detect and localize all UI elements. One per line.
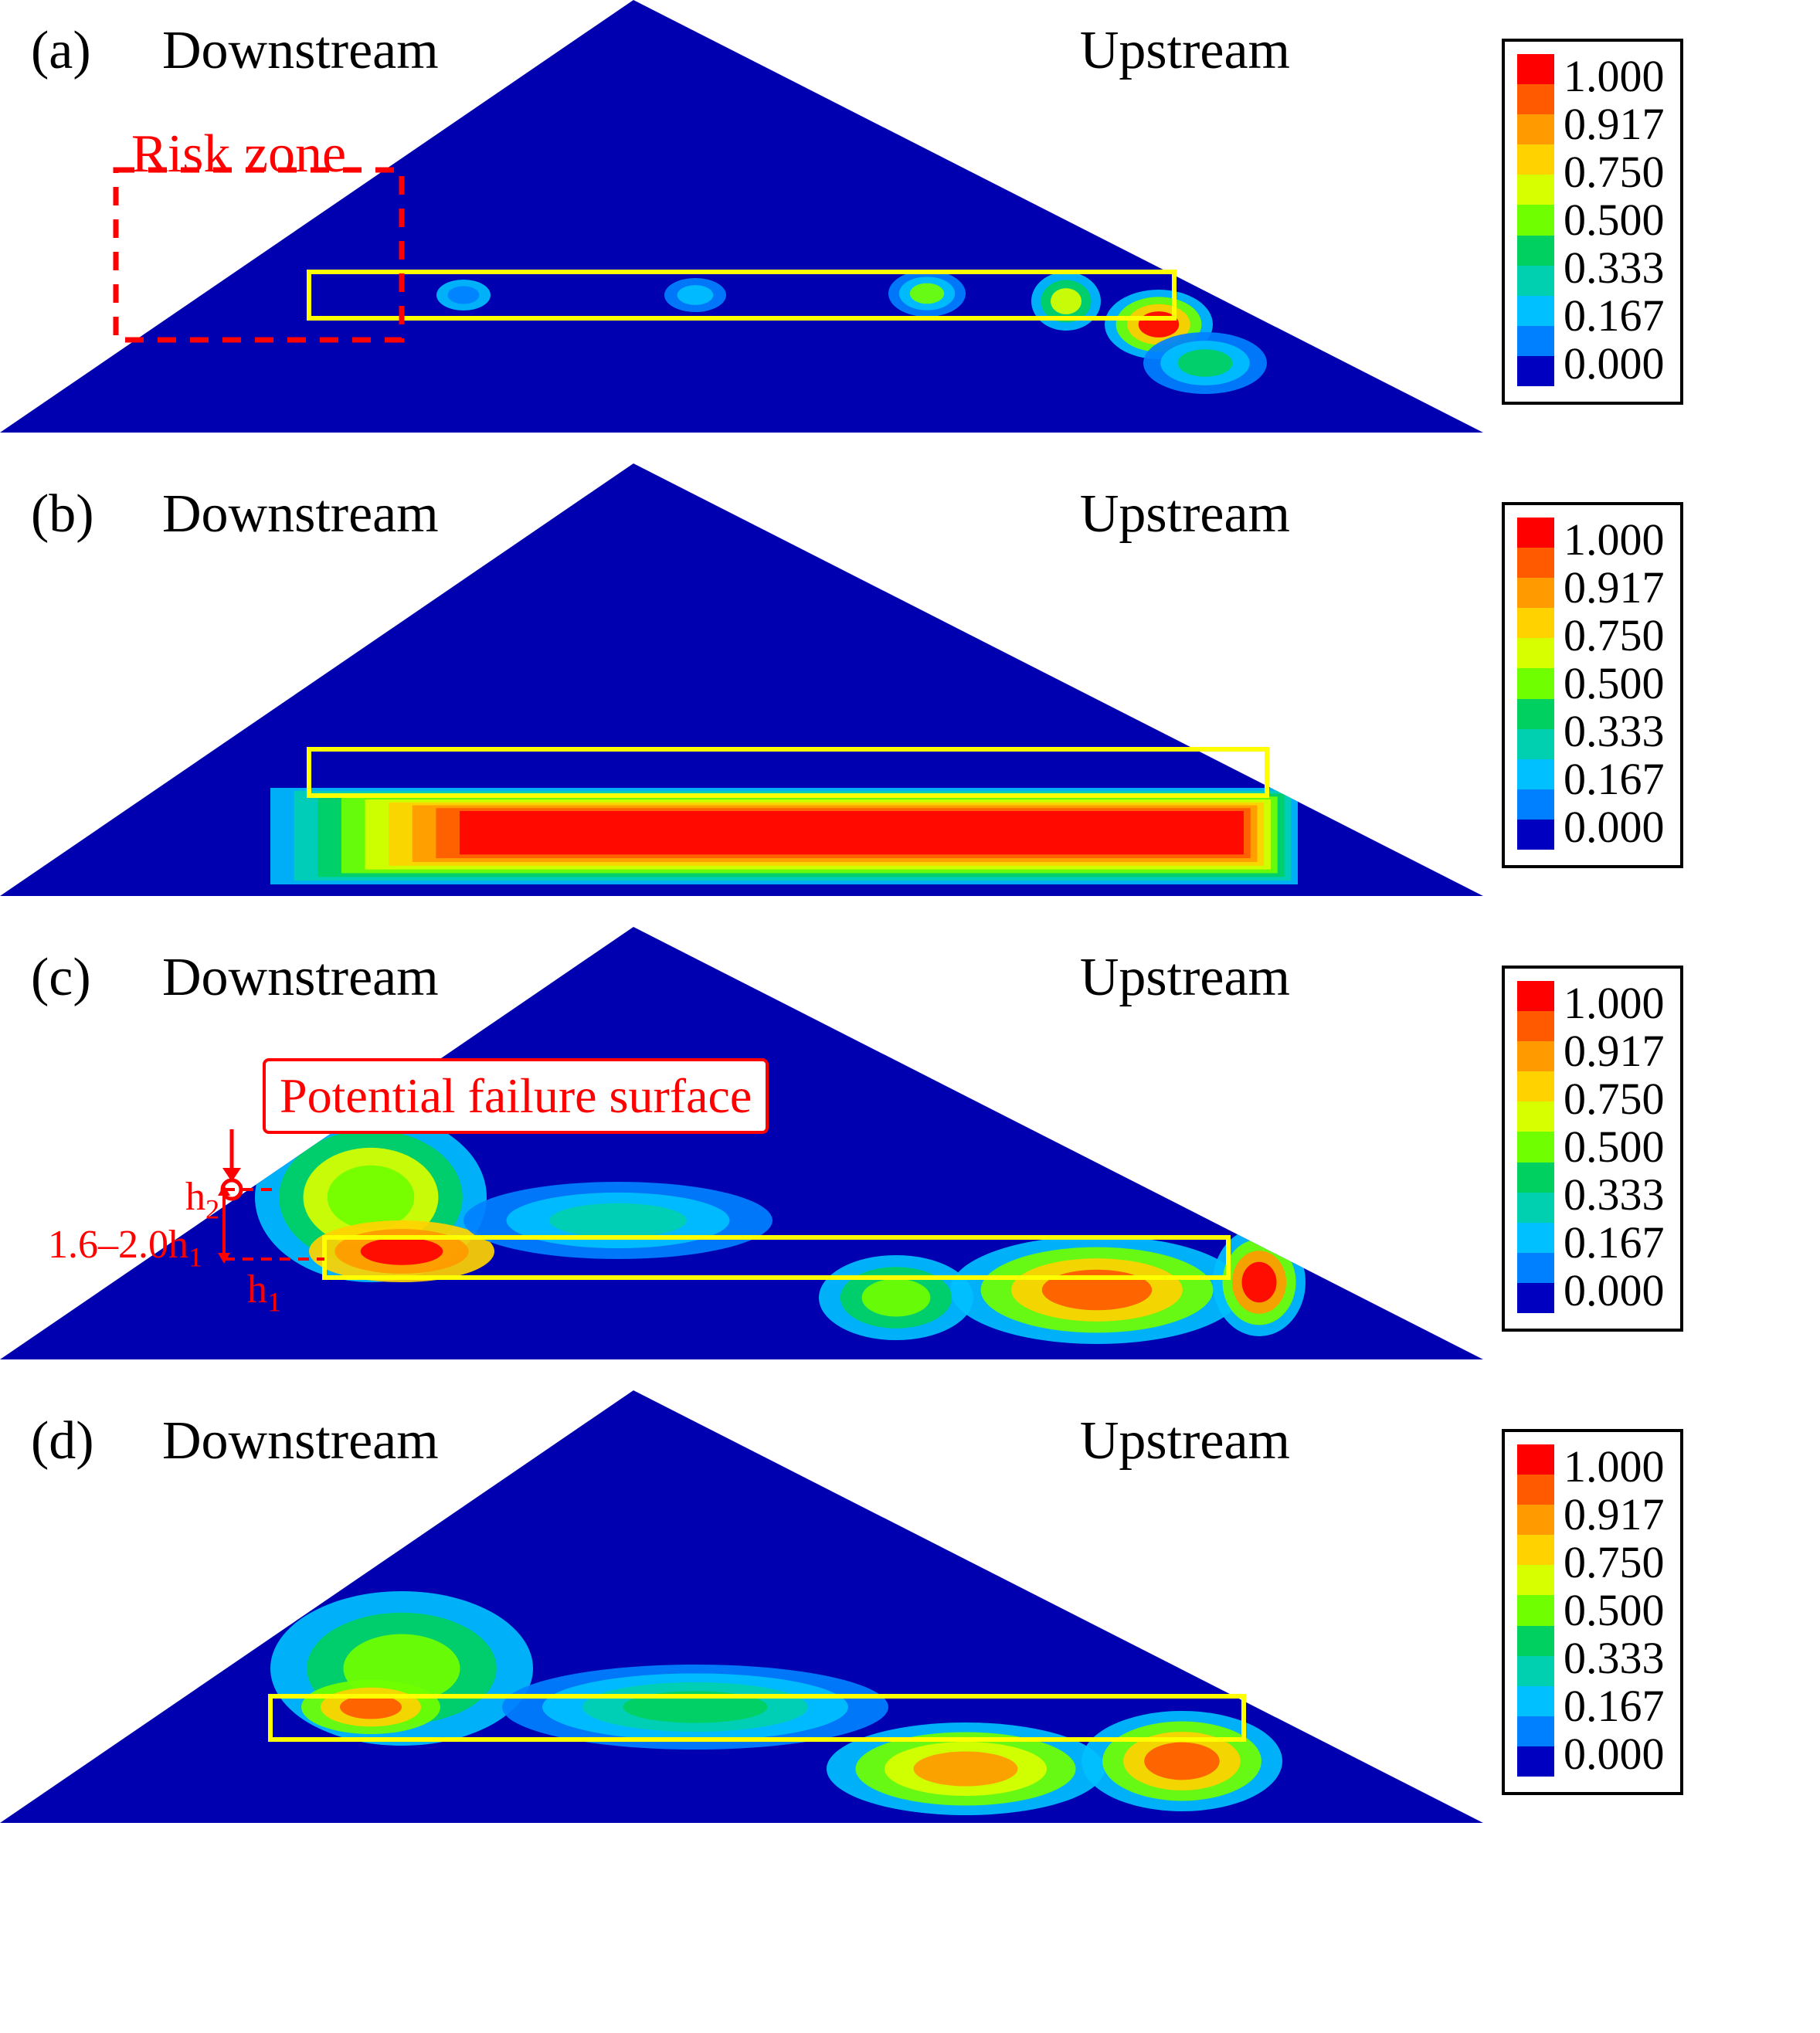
legend-color-seg (1517, 296, 1554, 326)
legend-color-seg (1517, 608, 1554, 638)
legend-color-seg (1517, 1011, 1554, 1041)
legend-color-seg (1517, 266, 1554, 296)
legend-color-seg (1517, 144, 1554, 175)
legend-color-seg (1517, 699, 1554, 729)
legend-color-seg (1517, 668, 1554, 698)
legend-color-seg (1517, 1101, 1554, 1132)
downstream-label: Downstream (162, 947, 439, 1009)
legend-color-seg (1517, 205, 1554, 235)
legend-color-seg (1517, 326, 1554, 356)
legend-color-seg (1517, 1253, 1554, 1283)
legend-tick-label: 0.333 (1564, 709, 1665, 754)
legend-color-seg (1517, 1193, 1554, 1223)
legend-tick-label: 1.000 (1564, 54, 1665, 99)
legend-color-seg (1517, 1656, 1554, 1686)
legend-tick-label: 0.167 (1564, 1220, 1665, 1265)
height-annotation: h2 (185, 1174, 219, 1225)
legend-tick-label: 1.000 (1564, 1444, 1665, 1489)
legend-color-seg (1517, 789, 1554, 820)
legend-tick-label: 0.000 (1564, 1732, 1665, 1777)
legend-color-seg (1517, 1071, 1554, 1101)
legend-color-seg (1517, 1475, 1554, 1505)
legend-tick-label: 0.500 (1564, 198, 1665, 243)
legend-color-seg (1517, 1132, 1554, 1162)
legend-color-seg (1517, 1444, 1554, 1475)
legend-tick-label: 0.750 (1564, 613, 1665, 658)
panel-letter: (b) (31, 484, 94, 545)
downstream-label: Downstream (162, 20, 439, 82)
panel-letter: (d) (31, 1410, 94, 1472)
legend-color-seg (1517, 1686, 1554, 1716)
upstream-label: Upstream (1080, 20, 1290, 82)
legend-color-seg (1517, 1716, 1554, 1746)
legend-color-seg (1517, 1746, 1554, 1777)
legend-tick-label: 0.333 (1564, 1636, 1665, 1681)
legend-color-seg (1517, 1565, 1554, 1595)
legend-tick-label: 0.000 (1564, 341, 1665, 386)
legend-tick-label: 0.750 (1564, 1077, 1665, 1122)
downstream-label: Downstream (162, 1410, 439, 1472)
panel-row: Risk zone (a) Downstream Upstream 1.0000.917… (0, 0, 1820, 433)
legend-tick-label: 1.000 (1564, 518, 1665, 562)
legend-tick-label: 0.167 (1564, 1684, 1665, 1729)
legend-color-seg (1517, 84, 1554, 114)
panel-row: (d) Downstream Upstream 1.0000.9170.7500.50… (0, 1390, 1820, 1823)
legend-tick-label: 1.000 (1564, 981, 1665, 1026)
legend-tick-label: 0.500 (1564, 1125, 1665, 1169)
legend-color-seg (1517, 981, 1554, 1011)
upstream-label: Upstream (1080, 1410, 1290, 1472)
legend-color-seg (1517, 1505, 1554, 1535)
legend-tick-label: 0.167 (1564, 294, 1665, 338)
panel-row: Potential failure surface 1.6–2.0h1 h1 h2 (c… (0, 927, 1820, 1359)
height-annotation: h1 (247, 1267, 281, 1318)
legend-tick-label: 0.750 (1564, 1540, 1665, 1585)
color-legend: 1.0000.9170.7500.5000.3330.1670.000 (1502, 1429, 1683, 1795)
legend-tick-label: 0.750 (1564, 150, 1665, 195)
legend-color-seg (1517, 1162, 1554, 1193)
legend-tick-label: 0.917 (1564, 565, 1665, 610)
legend-tick-label: 0.917 (1564, 102, 1665, 147)
legend-tick-label: 0.000 (1564, 805, 1665, 850)
legend-tick-label: 0.333 (1564, 246, 1665, 290)
legend-color-seg (1517, 236, 1554, 266)
legend-tick-label: 0.500 (1564, 661, 1665, 706)
legend-color-seg (1517, 729, 1554, 759)
legend-color-seg (1517, 175, 1554, 205)
legend-color-seg (1517, 578, 1554, 608)
legend-tick-label: 0.500 (1564, 1588, 1665, 1633)
legend-tick-label: 0.917 (1564, 1492, 1665, 1537)
legend-color-seg (1517, 638, 1554, 668)
legend-color-seg (1517, 759, 1554, 789)
legend-color-seg (1517, 356, 1554, 386)
legend-tick-label: 0.917 (1564, 1029, 1665, 1074)
panel-letter: (a) (31, 20, 91, 82)
legend-tick-label: 0.333 (1564, 1173, 1665, 1217)
legend-color-seg (1517, 820, 1554, 850)
color-legend: 1.0000.9170.7500.5000.3330.1670.000 (1502, 39, 1683, 405)
downstream-label: Downstream (162, 484, 439, 545)
panel-letter: (c) (31, 947, 91, 1009)
legend-color-seg (1517, 518, 1554, 548)
legend-color-seg (1517, 1223, 1554, 1253)
color-legend: 1.0000.9170.7500.5000.3330.1670.000 (1502, 502, 1683, 868)
panel-row: (b) Downstream Upstream 1.0000.9170.7500.50… (0, 463, 1820, 896)
upstream-label: Upstream (1080, 947, 1290, 1009)
risk-zone-label: Risk zone (131, 124, 346, 185)
legend-color-seg (1517, 54, 1554, 84)
legend-color-seg (1517, 1283, 1554, 1313)
color-legend: 1.0000.9170.7500.5000.3330.1670.000 (1502, 966, 1683, 1332)
legend-color-seg (1517, 1041, 1554, 1071)
upstream-label: Upstream (1080, 484, 1290, 545)
legend-tick-label: 0.000 (1564, 1268, 1665, 1313)
height-annotation: 1.6–2.0h1 (48, 1222, 202, 1273)
legend-tick-label: 0.167 (1564, 757, 1665, 802)
legend-color-seg (1517, 1595, 1554, 1625)
failure-surface-callout: Potential failure surface (263, 1058, 769, 1134)
legend-color-seg (1517, 114, 1554, 144)
legend-color-seg (1517, 1626, 1554, 1656)
legend-color-seg (1517, 548, 1554, 578)
callout-arrowhead (222, 1168, 241, 1182)
legend-color-seg (1517, 1535, 1554, 1565)
